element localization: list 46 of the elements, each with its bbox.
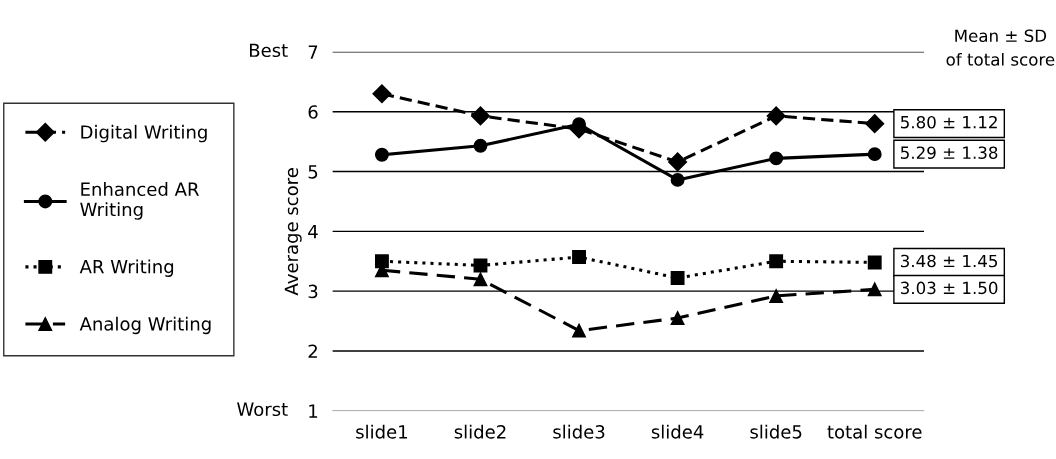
point: [769, 254, 784, 269]
point: [470, 106, 491, 126]
text: Mean ± SD of total score: [946, 29, 1055, 66]
legend-label: Enhanced AR Writing: [80, 182, 199, 220]
point: [670, 172, 685, 187]
point: [867, 282, 882, 297]
point: [572, 250, 586, 265]
point: [372, 84, 392, 104]
annotation: 5.80 ± 1.12: [901, 115, 997, 129]
y-tick-label: 4: [308, 225, 318, 239]
x-tick-label: slide5: [750, 424, 802, 439]
legend-label: Digital Writing: [81, 124, 207, 143]
legend-label: AR Writing: [79, 259, 174, 277]
annotation: 5.29 ± 1.38: [901, 146, 998, 159]
y-tick-label: 2: [308, 344, 317, 358]
point: [473, 258, 488, 273]
y-axis-title: Average score: [284, 168, 302, 296]
x-tick-label: slide4: [651, 424, 704, 439]
text: Best: [249, 43, 288, 58]
annotation: 3.03 ± 1.50: [900, 281, 998, 295]
point: [766, 106, 786, 126]
point: [473, 272, 488, 287]
y-tick-label: 6: [308, 105, 318, 119]
point: [668, 152, 688, 172]
point: [670, 311, 685, 326]
annotation: 3.48 ± 1.45: [900, 254, 998, 268]
x-tick-label: slide2: [454, 424, 506, 439]
point: [769, 151, 784, 166]
y-tick-label: 5: [308, 165, 318, 179]
y-tick-label: 3: [308, 284, 318, 299]
point: [374, 254, 389, 269]
point: [867, 255, 882, 270]
x-tick-label: total score: [827, 424, 922, 439]
point: [473, 138, 488, 153]
point: [670, 271, 685, 285]
y-tick-label: 7: [308, 45, 318, 59]
point: [865, 114, 885, 134]
x-tick-label: slide3: [553, 424, 605, 439]
legend-label: Analog Writing: [79, 316, 211, 335]
x-tick-label: slide1: [356, 424, 407, 439]
point: [867, 147, 882, 162]
point: [374, 147, 389, 162]
point: [769, 288, 784, 303]
point: [572, 323, 586, 338]
text: Worst: [237, 402, 288, 417]
y-tick-label: 1: [309, 404, 318, 418]
